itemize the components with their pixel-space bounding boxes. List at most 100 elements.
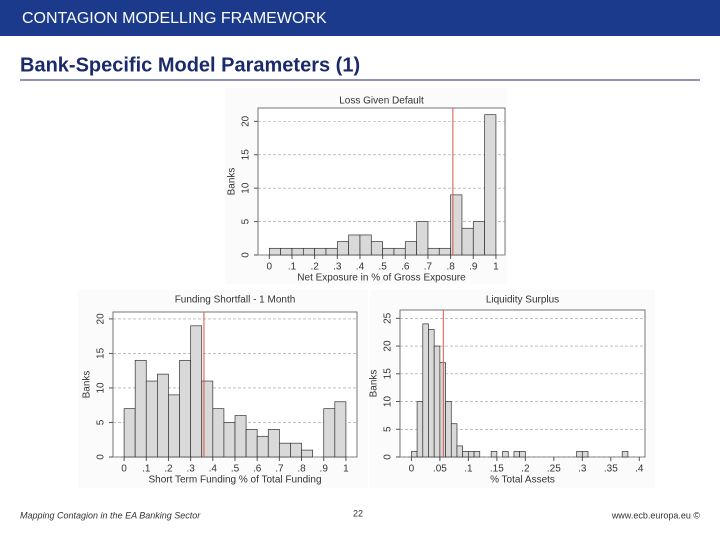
footer-right: www.ecb.europa.eu © [611,510,701,520]
bar [279,442,291,458]
x-axis-label: % Total Assets [490,475,555,486]
bar [416,221,429,256]
y-tick-label: 10 [241,182,252,194]
y-tick-label: 15 [241,149,252,161]
y-tick-label: 15 [383,368,394,380]
y-tick-label: 5 [241,218,252,224]
x-axis-label: Net Exposure in % of Gross Exposure [297,273,466,284]
bar [438,247,451,256]
bar [428,329,435,458]
x-tick-label: .5 [378,262,387,273]
x-tick-label: 1 [493,262,499,273]
header-text: CONTAGION MODELLING FRAMEWORK [22,10,327,27]
x-tick-label: .8 [297,464,306,475]
bar [370,241,383,256]
y-tick-label: 0 [383,454,394,460]
x-tick-label: .8 [446,262,455,273]
bar [267,429,280,458]
bar [334,401,347,458]
bar [123,408,136,458]
bar [519,451,526,458]
bar [359,234,372,256]
x-tick-label: .3 [578,464,587,475]
y-tick-label: 15 [96,347,107,359]
bar [290,442,302,458]
y-tick-label: 25 [383,312,394,324]
bar [325,247,338,256]
x-tick-label: .4 [356,262,365,273]
bar [201,380,214,458]
bar [223,422,236,458]
bar [404,241,417,256]
slide-title: Bank-Specific Model Parameters (1) [20,54,360,76]
bar [473,451,481,458]
x-tick-label: .25 [547,464,561,475]
bar [301,449,313,458]
x-tick-label: .2 [310,262,319,273]
bar [234,415,247,458]
x-tick-label: .4 [635,464,644,475]
x-axis-label: Short Term Funding % of Total Funding [148,475,321,486]
y-tick-label: 0 [96,454,107,460]
x-tick-label: .6 [253,464,262,475]
bar [581,451,589,458]
bar [245,429,258,458]
x-tick-label: .3 [333,262,342,273]
bar [472,221,485,256]
x-tick-label: .9 [469,262,478,273]
x-tick-label: .7 [424,262,433,273]
bar [513,451,521,458]
bar [382,247,395,256]
bar [456,445,464,458]
bar [439,362,446,458]
bar [416,401,424,458]
bar [256,435,269,458]
x-tick-label: .3 [186,464,195,475]
bar [490,451,498,458]
y-tick-label: 5 [383,426,394,432]
x-tick-label: .05 [433,464,447,475]
bar [576,451,583,458]
x-tick-label: .1 [142,464,151,475]
y-tick-label: 0 [241,252,252,258]
x-tick-label: 0 [121,464,127,475]
y-tick-label: 5 [96,419,107,425]
x-tick-label: .2 [164,464,173,475]
bar [291,247,304,256]
bar [433,345,441,458]
bar [190,325,203,458]
y-axis-label: Banks [369,370,380,398]
bar [157,373,169,458]
x-tick-label: .4 [209,464,218,475]
bar [168,394,180,458]
x-tick-label: .7 [275,464,284,475]
bar [427,247,440,256]
x-tick-label: .15 [490,464,504,475]
x-tick-label: 0 [409,464,415,475]
header-bar [0,0,720,36]
y-tick-label: 10 [96,382,107,394]
x-tick-label: .9 [320,464,329,475]
chart-title: Loss Given Default [339,96,424,107]
bar [134,359,147,458]
y-tick-label: 20 [241,115,252,127]
y-tick-label: 20 [383,340,394,352]
bar [450,194,463,256]
bar [468,451,475,458]
y-axis-label: Banks [82,371,93,399]
x-tick-label: .5 [231,464,240,475]
x-tick-label: .1 [464,464,473,475]
bar [348,234,361,256]
y-tick-label: 20 [96,313,107,325]
bar [314,247,327,256]
bar [212,408,225,458]
bar [445,401,452,458]
chart-title: Funding Shortfall - 1 Month [175,295,296,306]
bar [145,380,158,458]
bar [323,408,336,458]
bar [450,423,458,458]
bar [462,451,469,458]
x-tick-label: .35 [604,464,618,475]
bar [621,451,629,458]
